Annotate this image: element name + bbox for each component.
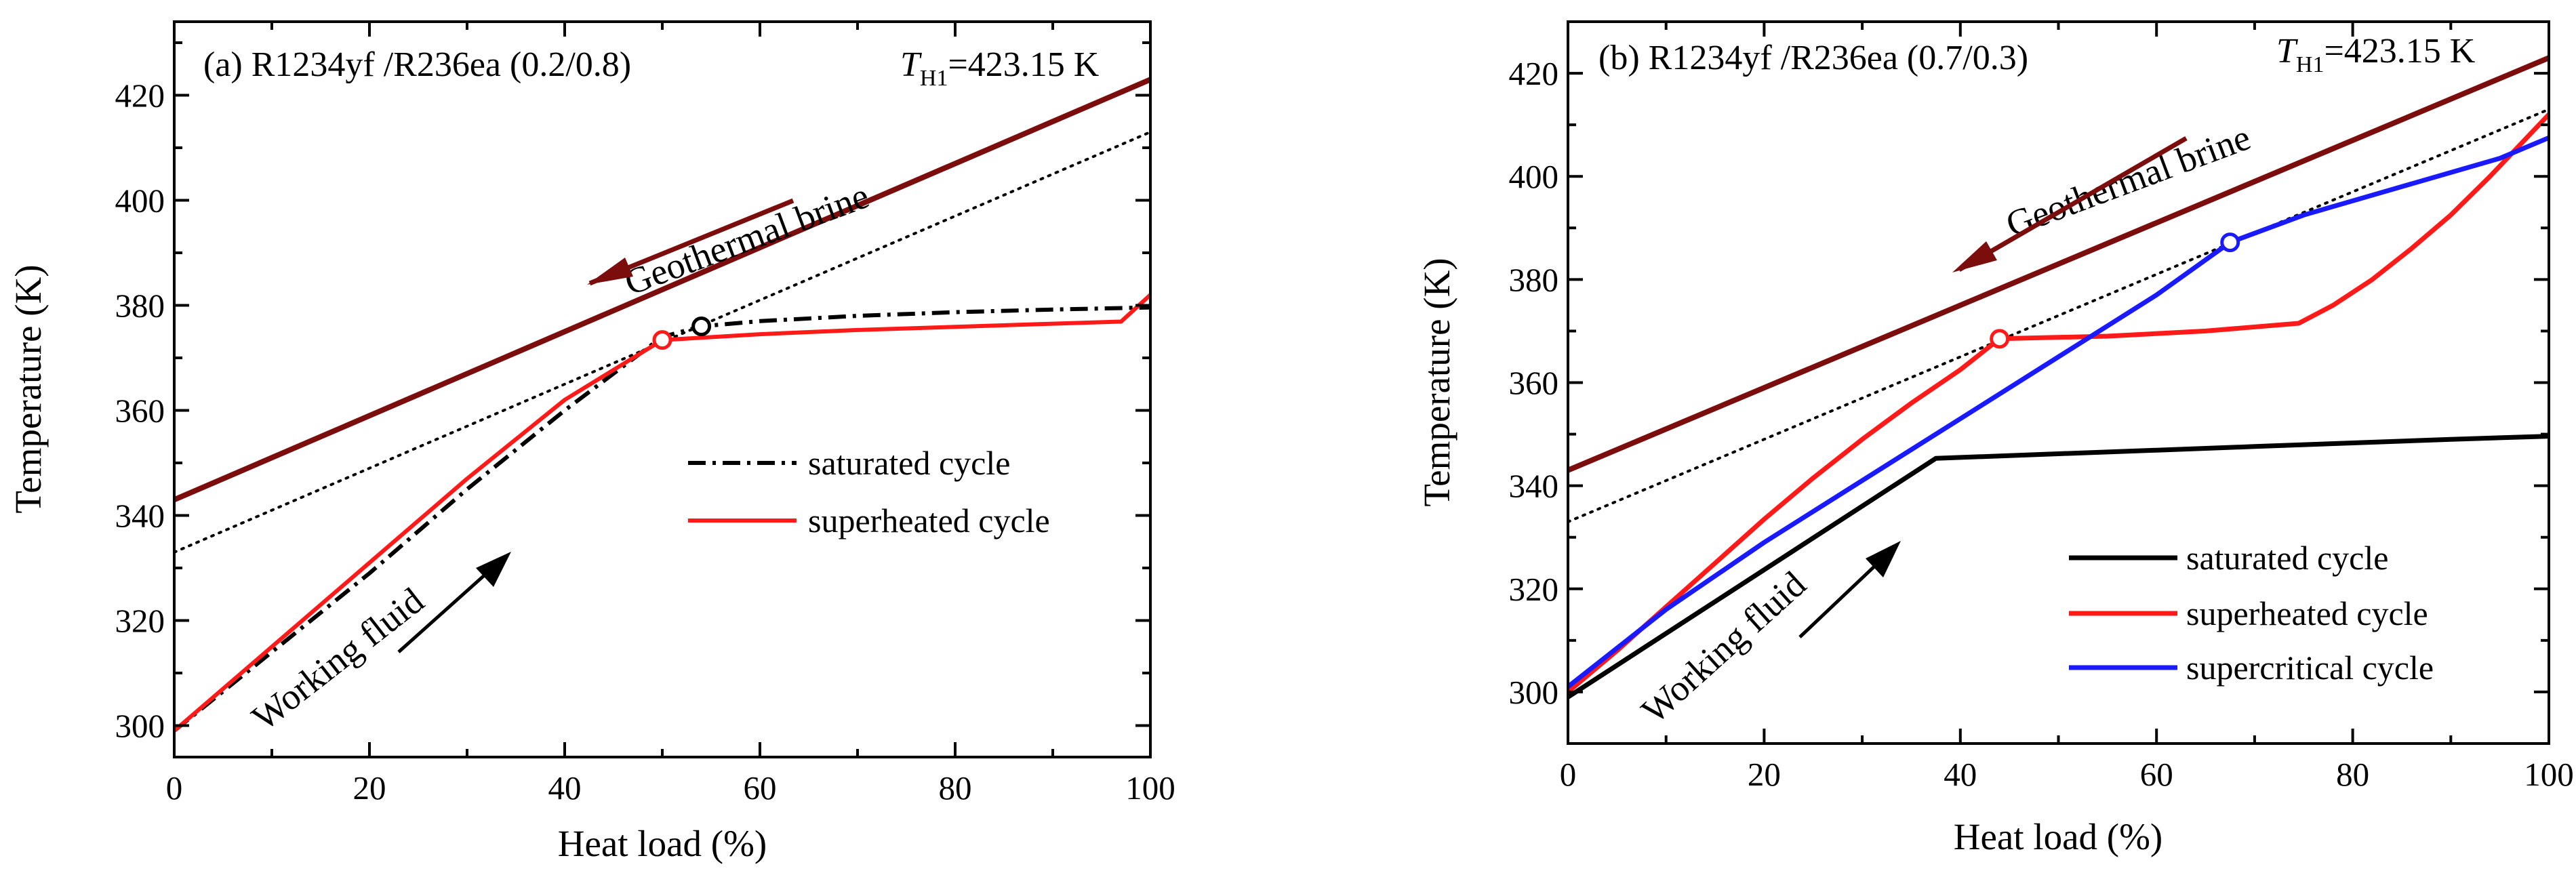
panel-b-annotation-working-fluid: Working fluid: [1634, 563, 1813, 731]
panel-a-y-tick-label: 300: [115, 708, 165, 745]
panel-a-plot-area: [173, 77, 1152, 733]
panel-a-y-tick-label: 320: [115, 603, 165, 640]
panel-a-series-saturated-cycle: [173, 305, 1151, 733]
panel-b-legend: saturated cycle superheated cycle superc…: [2069, 539, 2434, 687]
panel-b-y-tick-label: 400: [1509, 158, 1559, 195]
panel-a-legend-label-superheated: superheated cycle: [808, 502, 1050, 540]
panel-b-brine-arrow-shaft: [1958, 136, 2188, 272]
panel-a-marker-1: [652, 330, 672, 350]
panel-a-legend: saturated cycle superheated cycle: [688, 444, 1050, 540]
panel-b-plot-area: [1566, 55, 2551, 699]
panel-b-legend-label-saturated: saturated cycle: [2186, 539, 2388, 577]
panel-b-title: (b) R1234yf /R236ea (0.7/0.3): [1598, 39, 2028, 77]
panel-a-y-tick-label: 420: [115, 77, 165, 115]
panel-b-series-supercritical-cycle: [1566, 135, 2550, 689]
panel-b-marker-1: [1990, 329, 2010, 349]
panel-a-y-tick-label: 380: [115, 287, 165, 325]
panel-b-ticks: 0 20 40 60 80 100 300 320 340 360 380 400 420: [1509, 20, 2574, 793]
panel-b-y-tick-label: 360: [1509, 365, 1559, 402]
panel-a-x-tick-label: 20: [353, 769, 386, 807]
panel-b-brine-arrow-head: [1952, 241, 1997, 272]
panel-b-legend-label-supercritical: supercritical cycle: [2186, 649, 2434, 687]
panel-a-annotation-geothermal-brine: Geothermal brine: [619, 175, 874, 303]
panel-a-x-tick-label: 0: [166, 769, 183, 807]
panel-a-legend-label-saturated: saturated cycle: [808, 444, 1010, 482]
panel-b-series-superheated-cycle: [1566, 113, 2551, 694]
panel-a-x-axis-title: Heat load (%): [558, 823, 767, 864]
panel-b-x-axis-title: Heat load (%): [1954, 816, 2162, 857]
panel-a: 0 20 40 60 80 100 300 320 340 360 380 400 420 (a) R1…: [7, 20, 1175, 864]
panel-a-x-tick-label: 80: [939, 769, 972, 807]
panel-b-marker-2: [2220, 232, 2240, 253]
panel-b-y-tick-label: 420: [1509, 55, 1559, 92]
panel-a-y-tick-label: 360: [115, 392, 165, 430]
panel-b-legend-label-superheated: superheated cycle: [2186, 594, 2428, 632]
panel-a-brine-arrow-head: [587, 258, 633, 285]
panel-b-y-tick-label: 320: [1509, 571, 1559, 608]
panel-b-x-tick-label: 0: [1560, 756, 1577, 793]
panel-a-x-tick-label: 60: [744, 769, 777, 807]
panel-a-series-superheated-cycle: [173, 293, 1152, 733]
panel-b-y-tick-label: 340: [1509, 468, 1559, 505]
panel-b-temp-label: TH1=423.15 K: [2276, 32, 2476, 77]
panel-b-x-tick-label: 80: [2336, 756, 2369, 793]
panel-a-ticks: 0 20 40 60 80 100 300 320 340 360 380 400 420: [115, 22, 1175, 807]
panel-a-temp-label: TH1=423.15 K: [900, 45, 1100, 91]
panel-b: 0 20 40 60 80 100 300 320 340 360 380 400 420 (b) R1…: [1416, 20, 2574, 857]
panel-b-series-saturated-cycle: [1567, 434, 2550, 699]
panel-a-x-tick-label: 40: [548, 769, 582, 807]
panel-b-series-pinch-reference: [1567, 108, 2550, 523]
panel-a-series-geothermal-brine: [173, 77, 1152, 502]
panel-a-marker-2: [691, 317, 712, 336]
panel-a-x-tick-label: 100: [1125, 769, 1175, 807]
panel-b-y-tick-label: 380: [1509, 261, 1559, 298]
panel-b-y-tick-label: 300: [1509, 674, 1559, 711]
panel-a-title: (a) R1234yf /R236ea (0.2/0.8): [203, 45, 631, 84]
panel-a-annotation-working-fluid: Working fluid: [244, 580, 431, 739]
panel-b-x-tick-label: 40: [1944, 756, 1977, 793]
panel-a-fluid-arrow-head: [476, 552, 511, 587]
panel-b-series-geothermal-brine: [1567, 55, 2550, 473]
panel-a-y-tick-label: 400: [115, 182, 165, 220]
panel-b-x-tick-label: 20: [1748, 756, 1781, 793]
panel-a-y-axis-title: Temperature (K): [7, 264, 49, 513]
panel-b-x-tick-label: 100: [2524, 756, 2574, 793]
panel-a-y-tick-label: 340: [115, 497, 165, 535]
panel-b-y-axis-title: Temperature (K): [1416, 258, 1457, 506]
panel-b-x-tick-label: 60: [2140, 756, 2173, 793]
panel-b-fluid-arrow-head: [1866, 541, 1901, 577]
